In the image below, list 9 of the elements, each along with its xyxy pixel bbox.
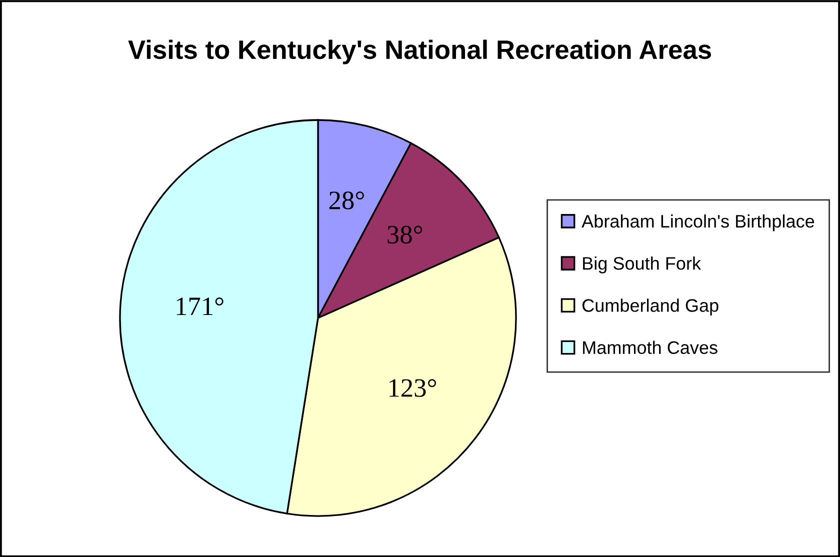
legend-label: Abraham Lincoln's Birthplace xyxy=(582,214,814,232)
chart-title: Visits to Kentucky's National Recreation Areas xyxy=(128,40,711,64)
data-label: 38° xyxy=(388,226,422,244)
legend-label: Big South Fork xyxy=(583,256,702,274)
legend-label: Mammoth Caves xyxy=(583,340,718,354)
legend-label: Cumberland Gap xyxy=(582,298,718,316)
data-label: 123° xyxy=(390,379,436,397)
data-label: 171° xyxy=(176,297,224,316)
data-label: 28° xyxy=(329,192,364,210)
